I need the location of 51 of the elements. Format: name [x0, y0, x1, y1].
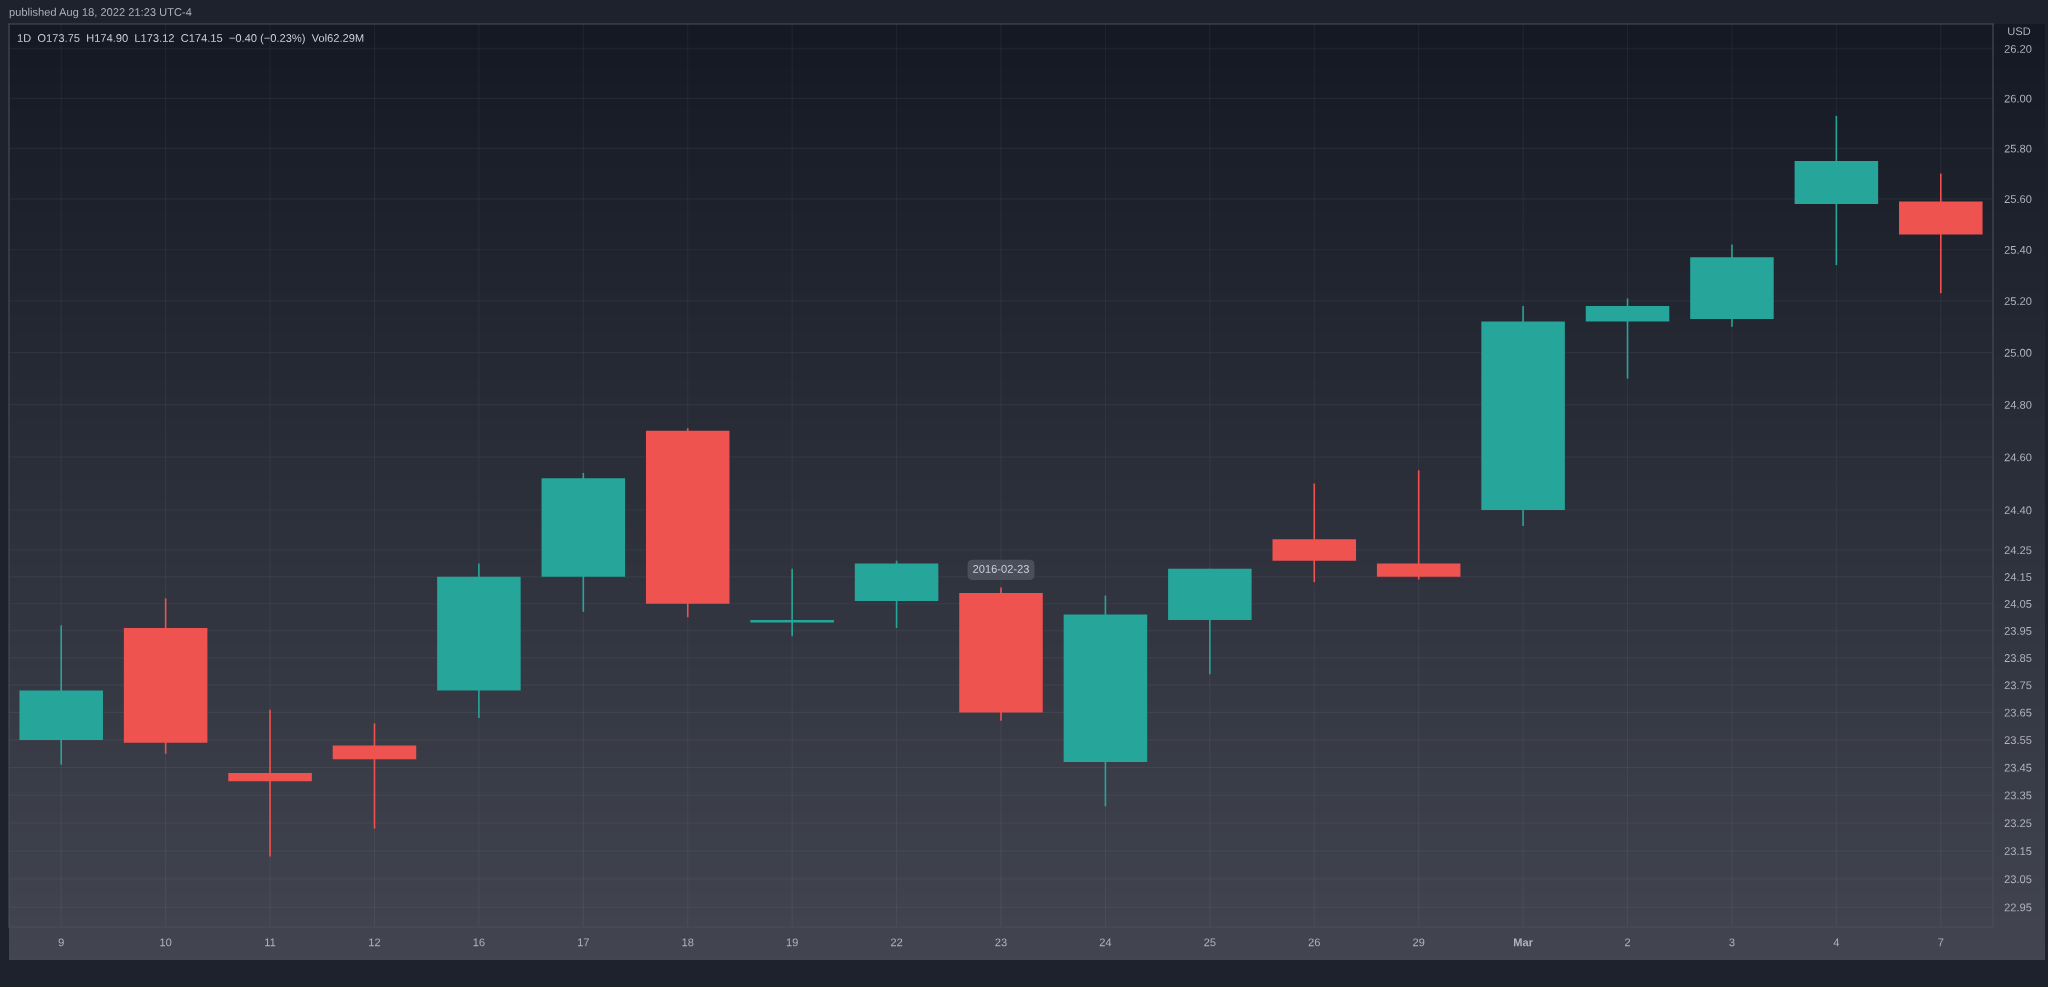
y-tick-label: 23.45 — [2004, 763, 2032, 772]
annotation: 2016-02-23 — [973, 565, 1029, 573]
y-tick-label: 23.35 — [2004, 791, 2032, 800]
x-tick-label: 11 — [265, 938, 276, 947]
y-tick-label: 24.80 — [2004, 400, 2032, 409]
x-tick-label: 24 — [1099, 938, 1112, 947]
y-tick-label: 22.95 — [2004, 903, 2032, 912]
y-tick-label: 23.95 — [2004, 627, 2032, 635]
y-tick-label: 23.25 — [2004, 819, 2032, 828]
y-tick-label: 23.05 — [2004, 875, 2032, 884]
x-tick-label: 12 — [369, 938, 381, 947]
text: published Aug 18, 2022 21:23 UTC-4 — [9, 7, 192, 19]
y-tick-label: 25.20 — [2004, 297, 2032, 306]
y-tick-label: 23.15 — [2004, 847, 2032, 856]
x-tick-label: 26 — [1308, 938, 1320, 947]
candlestick — [332, 722, 417, 830]
y-tick-label: 23.55 — [2004, 736, 2032, 745]
y-tick-label: 23.85 — [2004, 654, 2032, 662]
x-tick-label: 16 — [473, 938, 485, 947]
y-tick-label: 25.80 — [2004, 144, 2032, 153]
x-tick-label: 7 — [1938, 938, 1944, 947]
y-axis-title: USD — [2008, 27, 2031, 36]
candlestick — [750, 567, 834, 637]
x-tick-label: 22 — [890, 938, 903, 947]
x-tick-label: 19 — [786, 938, 798, 947]
y-tick-label: 24.40 — [2004, 506, 2032, 515]
x-tick-label: 4 — [1833, 938, 1840, 947]
y-tick-label: 25.60 — [2004, 195, 2032, 203]
x-tick-label: 25 — [1204, 938, 1216, 947]
y-tick-label: 24.60 — [2004, 453, 2032, 462]
x-tick-label: 17 — [577, 938, 589, 947]
x-tick-label: 3 — [1729, 938, 1735, 947]
y-tick-label: 25.40 — [2004, 245, 2032, 254]
y-tick-label: 26.20 — [2004, 44, 2032, 53]
y-tick-label: 24.25 — [2004, 546, 2032, 555]
x-tick-label: 29 — [1413, 938, 1425, 947]
y-tick-label: 23.75 — [2004, 681, 2032, 690]
x-tick-label: 2 — [1625, 938, 1631, 947]
y-tick-label: 24.05 — [2004, 599, 2032, 608]
y-tick-label: 26.00 — [2004, 94, 2032, 103]
x-tick-label: 23 — [995, 938, 1007, 947]
text: 1D O173.75 H174.90 L173.12 C174.15 −0.40 (−0.23%) Vol62.29M — [17, 33, 364, 45]
x-tick-label: Mar — [1513, 938, 1533, 947]
x-tick-label: 10 — [160, 938, 172, 947]
x-tick-label: 18 — [682, 938, 694, 947]
y-tick-label: 24.15 — [2004, 573, 2032, 581]
candlestick — [228, 708, 312, 858]
y-tick-label: 23.65 — [2004, 708, 2032, 717]
candlestick — [1376, 469, 1461, 581]
x-tick-label: 9 — [58, 938, 64, 947]
y-tick-label: 25.00 — [2004, 348, 2032, 357]
